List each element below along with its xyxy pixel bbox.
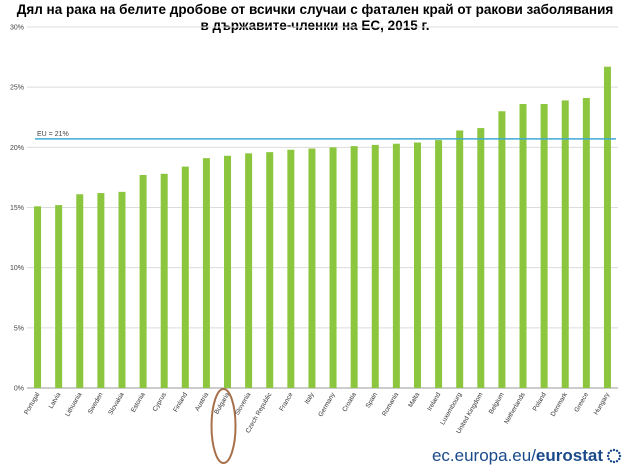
x-tick-label: Italy (304, 391, 316, 405)
x-tick-label: Austria (194, 391, 210, 412)
x-tick-label: Croatia (341, 391, 358, 413)
bar (392, 143, 400, 388)
chart-title-line2: в държавите-членки на ЕС, 2015 г. (200, 18, 430, 33)
x-tick-label: Hungary (593, 391, 612, 416)
y-tick-label: 30% (10, 25, 24, 32)
footer-brand: eurostat (535, 446, 603, 465)
bar (413, 142, 421, 388)
bar (118, 191, 126, 388)
y-tick-label: 25% (10, 85, 24, 92)
y-tick-label: 5% (14, 325, 24, 332)
bar (456, 130, 464, 388)
eu-average-label: EU = 21% (37, 131, 69, 138)
bar (224, 155, 232, 388)
bar (287, 149, 295, 388)
bar (350, 146, 358, 388)
x-tick-label: Malta (407, 391, 421, 409)
x-tick-label: Belgium (488, 392, 506, 416)
y-tick-label: 10% (10, 265, 24, 272)
x-tick-label: Netherlands (503, 391, 527, 426)
x-tick-label: Luxembourg (439, 391, 463, 426)
bar (97, 193, 105, 388)
bar (308, 148, 316, 388)
bar (55, 205, 63, 388)
bar (34, 206, 42, 388)
x-tick-label: Poland (532, 391, 548, 412)
x-tick-label: Sweden (87, 391, 105, 415)
bar (561, 100, 569, 389)
x-tick-label: Slovenia (234, 391, 253, 416)
bar (582, 97, 590, 388)
eurostat-footer: ec.europa.eu/ eurostat (432, 446, 622, 466)
x-tick-label: Romania (381, 391, 400, 417)
x-tick-label: Denmark (550, 391, 570, 418)
bar (181, 166, 189, 388)
x-tick-label: Lithuania (64, 391, 83, 418)
x-tick-label: Spain (365, 391, 380, 409)
x-tick-label: Ireland (426, 391, 442, 412)
bar (329, 147, 337, 388)
x-tick-label: Latvia (48, 391, 63, 410)
x-tick-label: Portugal (23, 391, 41, 416)
x-tick-label: Greece (573, 391, 590, 413)
y-tick-label: 0% (14, 386, 24, 393)
bar (477, 128, 485, 388)
x-tick-label: Finland (172, 391, 189, 413)
x-tick-label: Estonia (130, 391, 147, 414)
chart-title: Дял на рака на белите дробове от всички … (0, 2, 630, 34)
bar (160, 173, 168, 388)
bar (202, 158, 210, 388)
x-tick-label: Cyprus (152, 391, 169, 413)
highlight-circle (210, 388, 237, 464)
bar (540, 104, 548, 388)
bar (498, 111, 506, 388)
chart-title-line1: Дял на рака на белите дробове от всички … (16, 2, 614, 17)
x-tick-label: Germany (317, 391, 337, 418)
bar (435, 140, 443, 388)
y-tick-label: 15% (10, 205, 24, 212)
footer-site: ec.europa.eu/ (431, 446, 536, 465)
x-tick-label: Slovakia (107, 391, 126, 416)
bar (266, 152, 274, 388)
bar (245, 153, 253, 388)
eu-stars-logo-icon (606, 448, 622, 464)
bar (76, 194, 84, 388)
bar (603, 66, 611, 389)
bar (139, 175, 147, 388)
y-tick-label: 20% (10, 145, 24, 152)
bar (519, 104, 527, 388)
bar (371, 144, 379, 388)
x-tick-label: France (278, 391, 294, 412)
